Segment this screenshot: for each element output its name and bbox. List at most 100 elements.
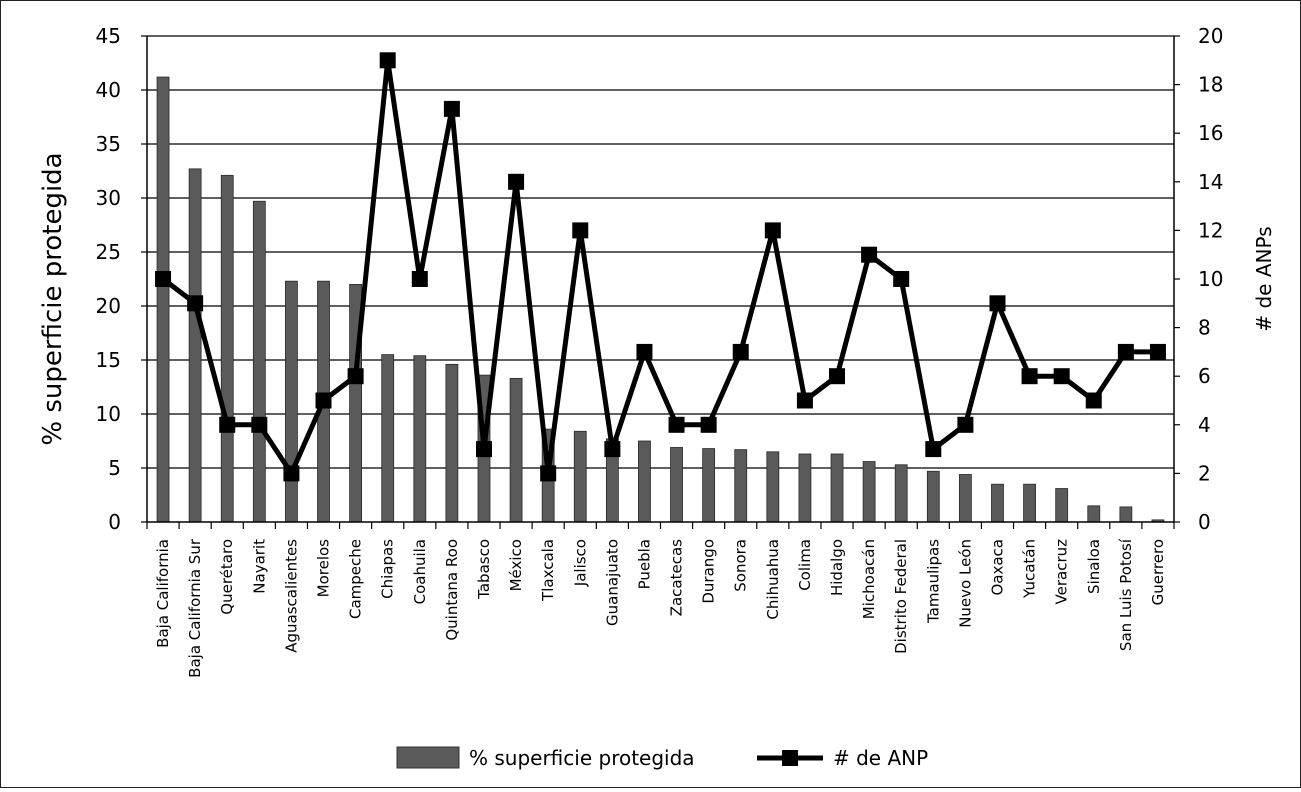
bar: [702, 448, 716, 523]
y-tick-label: 10: [96, 402, 121, 426]
y2-tick-label: 4: [1198, 413, 1211, 437]
y2-tick-label: 20: [1198, 24, 1223, 48]
bar: [285, 280, 298, 523]
bar: [413, 355, 427, 523]
legend-bar-label: % superficie protegida: [469, 746, 695, 770]
category-label: Sinaloa: [1085, 539, 1103, 594]
line-marker: [251, 416, 268, 433]
line-marker: [411, 271, 428, 287]
y-tick-label: 30: [96, 186, 121, 210]
line-marker: [572, 222, 589, 239]
bar: [991, 483, 1004, 523]
line-marker: [219, 416, 236, 433]
legend-bar-swatch: [396, 746, 460, 769]
bar: [252, 200, 266, 523]
category-labels: Baja California Baja California Sur Querét…: [154, 538, 1167, 678]
y2-tick-label: 10: [1198, 267, 1223, 291]
line-marker: [829, 368, 846, 385]
category-label: Tlaxcala: [539, 539, 557, 602]
y2-tick-label: 14: [1198, 170, 1223, 194]
line-marker: [187, 295, 204, 312]
category-label: Tabasco: [475, 539, 493, 600]
line-marker: [379, 52, 396, 69]
bar: [830, 453, 844, 523]
category-label: Veracruz: [1053, 539, 1071, 605]
right-axis-ticks: 0 2 4 6 8 10 12 14 16 18 20: [1174, 24, 1223, 534]
bar: [894, 464, 908, 523]
bar: [926, 470, 940, 523]
category-label: Zacatecas: [668, 539, 686, 616]
bar: [670, 447, 683, 523]
bar: [862, 461, 876, 523]
bar: [188, 168, 202, 523]
line-marker: [1053, 368, 1070, 385]
bar: [734, 449, 748, 523]
y2-tick-label: 2: [1198, 461, 1211, 485]
y-tick-label: 15: [96, 348, 121, 372]
line-marker: [732, 343, 749, 360]
bar: [1119, 506, 1133, 523]
y-axis-title: % superficie protegida: [38, 152, 68, 445]
category-label: Yucatán: [1021, 539, 1039, 599]
line-marker: [861, 246, 878, 263]
bar: [798, 453, 812, 523]
bar: [445, 363, 459, 523]
y-tick-label: 20: [96, 294, 121, 318]
category-label: Distrito Federal: [892, 539, 910, 654]
line-marker: [764, 222, 781, 239]
bar-series: [156, 76, 1165, 523]
category-label: Puebla: [635, 539, 653, 589]
bar: [381, 354, 395, 523]
bar: [1023, 483, 1036, 523]
line-marker: [315, 392, 332, 409]
category-label: Colima: [796, 539, 814, 591]
y-tick-label: 25: [96, 240, 121, 264]
legend-line-marker: [782, 750, 798, 766]
category-label: Hidalgo: [828, 539, 846, 596]
category-label: Baja California: [154, 539, 172, 648]
line-marker: [508, 173, 525, 190]
line-marker: [1085, 392, 1102, 409]
y-tick-label: 45: [96, 24, 121, 48]
bar: [509, 377, 523, 523]
category-label: Baja California Sur: [186, 538, 204, 678]
category-label: Sonora: [732, 539, 750, 592]
bar: [1055, 488, 1069, 523]
line-marker: [989, 295, 1006, 312]
line-marker: [796, 392, 813, 409]
category-label: Chiapas: [379, 539, 397, 599]
category-label: México: [507, 539, 525, 591]
bar: [766, 451, 780, 523]
category-label: Aguascalientes: [282, 539, 300, 653]
category-label: Chihuahua: [764, 539, 782, 620]
category-label: Nayarit: [250, 539, 268, 594]
line-marker: [668, 416, 685, 433]
line-marker: [155, 271, 172, 287]
gridlines: [147, 35, 1174, 469]
line-marker: [540, 465, 557, 482]
category-label: Jalisco: [571, 539, 589, 587]
line-marker: [604, 441, 621, 458]
category-label: San Luis Potosí: [1117, 538, 1135, 651]
category-label: Guanajuato: [603, 539, 621, 626]
legend-line-label: # de ANP: [833, 746, 928, 770]
bar: [220, 174, 234, 523]
y2-tick-label: 12: [1198, 218, 1223, 242]
bar: [638, 440, 651, 523]
line-marker: [636, 343, 653, 360]
line-marker: [925, 441, 942, 458]
line-marker: [443, 100, 460, 117]
category-label: Guerrero: [1149, 539, 1167, 605]
left-axis-ticks: 0 5 10 15 20 25 30 35 40 45: [96, 24, 147, 534]
line-marker: [700, 416, 717, 433]
category-label: Tamaulipas: [924, 539, 942, 624]
category-label: Quintana Roo: [443, 539, 461, 641]
y-tick-label: 40: [96, 78, 121, 102]
y-tick-label: 0: [108, 510, 121, 534]
y2-tick-label: 16: [1198, 121, 1223, 145]
legend: % superficie protegida # de ANP: [396, 746, 928, 770]
category-label: Oaxaca: [988, 539, 1006, 596]
category-label: Durango: [700, 539, 718, 604]
